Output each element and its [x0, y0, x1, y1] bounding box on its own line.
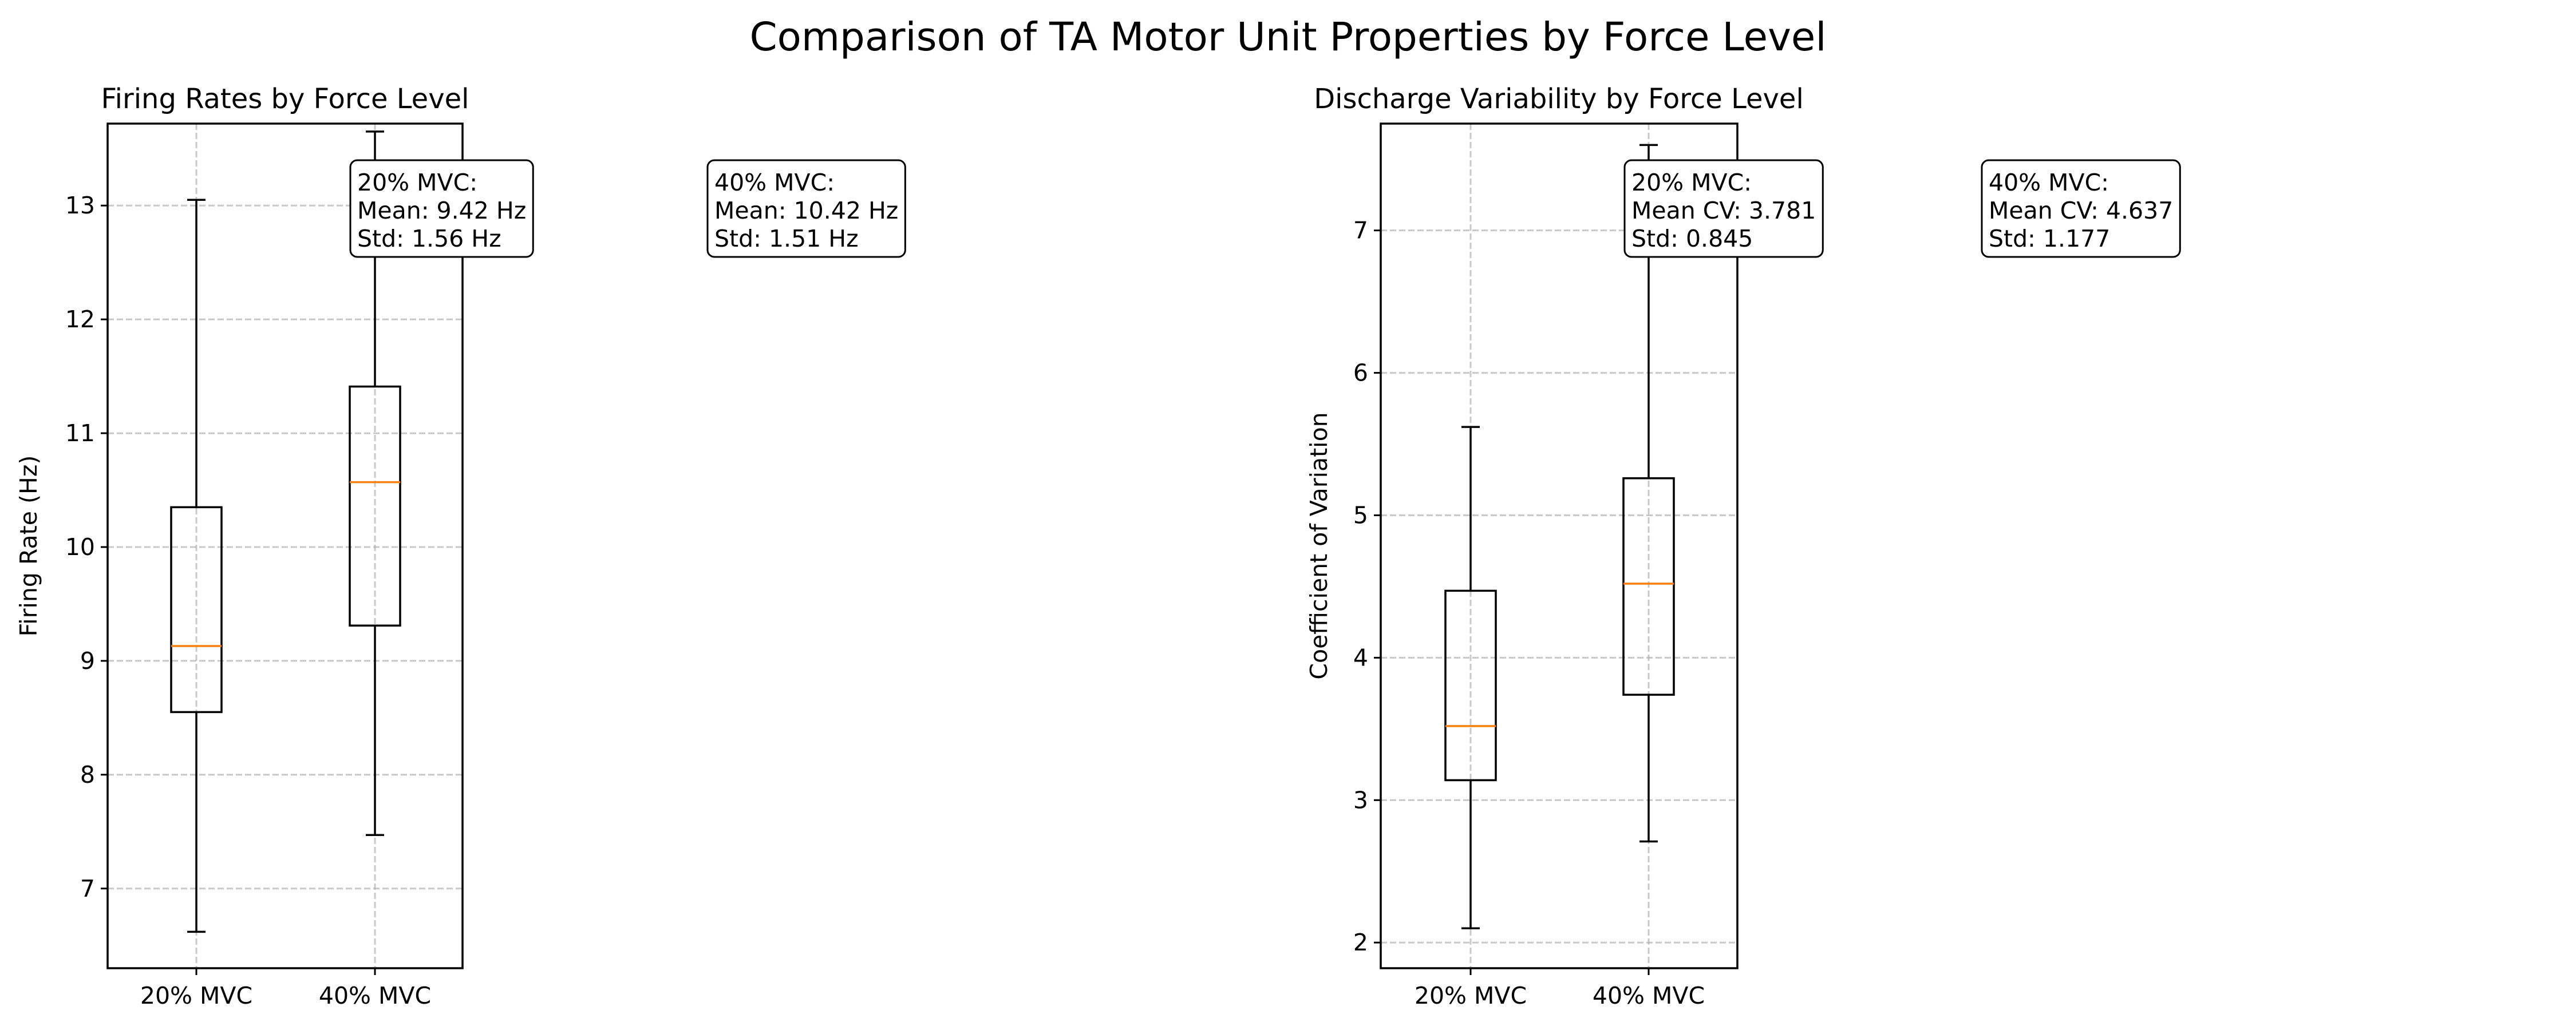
- firing-rate-y-tick-label: 11: [65, 419, 95, 447]
- firing-rate-y-tick-label: 8: [80, 761, 95, 789]
- firing-rate-box: [349, 385, 401, 627]
- firing-rate-annotation-line: Mean: 10.42 Hz: [714, 197, 898, 224]
- discharge-variability-panel: 2 3 4 5 6 7 20% MVC 40% MVC Discharge Variabilit…: [1305, 83, 2181, 1009]
- firing-rate-annotation-box: [706, 159, 906, 258]
- firing-rate-annotation-line: Std: 1.51 Hz: [714, 225, 859, 252]
- firing-rate-annotation-line: 40% MVC:: [714, 169, 835, 196]
- figure-title: Comparison of TA Motor Unit Properties b…: [749, 14, 1826, 60]
- discharge-variability-annotation-line: 40% MVC:: [1989, 169, 2109, 196]
- discharge-variability-y-tick-label: 2: [1353, 929, 1368, 956]
- discharge-variability-annotation-box: [1623, 159, 1824, 258]
- firing-rate-annotation-line: Std: 1.56 Hz: [357, 225, 501, 252]
- firing-rate-y-tick-label: 10: [65, 533, 95, 561]
- firing-rate-y-axis-label: Firing Rate (Hz): [15, 455, 42, 637]
- firing-rate-y-tick-label: 12: [65, 306, 95, 333]
- discharge-variability-y-tick-label: 6: [1353, 359, 1368, 387]
- firing-rate-panel: 7 8 9 10 11 12 13 20% MVC 40% MVC Firing Rates by…: [15, 83, 906, 1009]
- discharge-variability-x-tick-label: 40% MVC: [1593, 982, 1705, 1009]
- discharge-variability-annotation-line: 20% MVC:: [1631, 169, 1752, 196]
- discharge-variability-annotation-line: Std: 1.177: [1989, 225, 2110, 252]
- discharge-variability-y-axis-label: Coefficient of Variation: [1305, 412, 1333, 679]
- firing-rate-axes-frame: [106, 122, 464, 969]
- firing-rate-x-tick-label: 40% MVC: [319, 982, 431, 1009]
- discharge-variability-annotation-line: Std: 0.845: [1631, 225, 1753, 252]
- firing-rate-y-tick-label: 7: [80, 875, 95, 902]
- firing-rate-x-tick-label: 20% MVC: [140, 982, 252, 1009]
- discharge-variability-axes-title: Discharge Variability by Force Level: [1314, 83, 1804, 115]
- firing-rate-axes-title: Firing Rates by Force Level: [101, 83, 469, 115]
- discharge-variability-annotation-box: [1981, 159, 2181, 258]
- firing-rate-box: [170, 506, 223, 714]
- firing-rate-y-tick-label: 13: [65, 192, 95, 219]
- discharge-variability-y-tick-label: 5: [1353, 501, 1368, 529]
- discharge-variability-y-tick-label: 3: [1353, 786, 1368, 814]
- discharge-variability-annotation-line: Mean CV: 3.781: [1631, 197, 1816, 224]
- firing-rate-annotation-box: [349, 159, 534, 258]
- discharge-variability-box: [1444, 589, 1497, 782]
- discharge-variability-y-tick-label: 4: [1353, 644, 1368, 671]
- discharge-variability-axes-frame: [1380, 122, 1739, 969]
- discharge-variability-box: [1622, 477, 1675, 696]
- firing-rate-annotation-line: Mean: 9.42 Hz: [357, 197, 526, 224]
- firing-rate-y-tick-label: 9: [80, 647, 95, 675]
- discharge-variability-annotation-line: Mean CV: 4.637: [1989, 197, 2173, 224]
- discharge-variability-y-tick-label: 7: [1353, 217, 1368, 244]
- firing-rate-annotation-line: 20% MVC:: [357, 169, 477, 196]
- discharge-variability-x-tick-label: 20% MVC: [1415, 982, 1527, 1009]
